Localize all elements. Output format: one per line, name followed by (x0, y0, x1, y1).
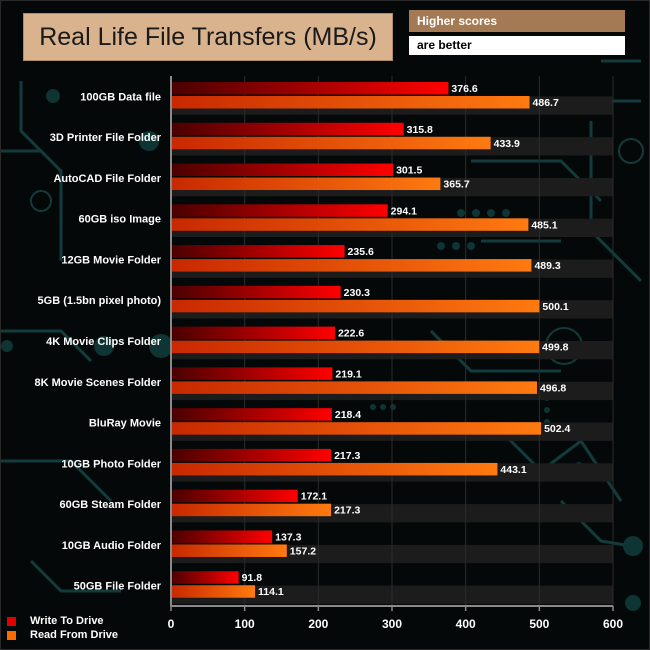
legend-label-read: Read From Drive (30, 629, 119, 641)
chart-title: Real Life File Transfers (MB/s) (23, 13, 393, 61)
legend-swatch-read (7, 630, 16, 640)
value-label-read: 499.8 (542, 342, 568, 354)
bar-read (171, 544, 287, 557)
category-label: 10GB Photo Folder (61, 458, 161, 470)
bar-write (171, 204, 388, 217)
bar-write (171, 122, 404, 136)
note-are-better: are better (409, 36, 625, 55)
legend-item-write: Write To Drive (7, 614, 118, 628)
value-label-write: 172.1 (301, 491, 327, 503)
bar-read (171, 503, 332, 517)
category-label: 3D Printer File Folder (50, 132, 162, 144)
bar-write (171, 571, 239, 584)
value-label-write: 301.5 (396, 165, 422, 177)
bar-write (171, 367, 333, 380)
value-label-read: 217.3 (334, 505, 360, 517)
value-label-read: 485.1 (531, 219, 557, 231)
value-label-read: 443.1 (500, 464, 526, 476)
category-label: 60GB iso Image (78, 214, 161, 226)
category-label: 50GB File Folder (74, 581, 162, 593)
x-tick-label: 600 (603, 617, 623, 631)
bar-write (171, 245, 345, 258)
value-label-write: 230.3 (344, 287, 370, 299)
value-label-write: 217.3 (334, 450, 360, 462)
bar-write (171, 408, 332, 421)
value-label-read: 157.2 (290, 545, 316, 557)
value-label-read: 114.1 (258, 586, 284, 598)
bar-read (171, 136, 491, 150)
bar-read (171, 299, 540, 313)
category-label: 60GB Steam Folder (60, 499, 162, 511)
bar-write (171, 285, 341, 299)
legend-item-read: Read From Drive (7, 628, 118, 642)
bar-read (171, 177, 441, 191)
x-tick-label: 0 (168, 617, 175, 631)
bar-write (171, 530, 273, 543)
bar-write (171, 82, 449, 95)
bar-write (171, 448, 332, 462)
bar-write (171, 489, 298, 503)
value-label-write: 219.1 (335, 368, 361, 380)
category-label: 10GB Audio Folder (62, 540, 162, 552)
category-label: BluRay Movie (89, 418, 161, 430)
bar-read (171, 340, 540, 354)
bar-read (171, 381, 537, 394)
bar-read (171, 218, 529, 231)
value-label-write: 294.1 (391, 205, 417, 217)
bar-read (171, 96, 530, 109)
category-label: 5GB (1.5bn pixel photo) (38, 295, 162, 307)
x-tick-label: 100 (235, 617, 255, 631)
category-label: AutoCAD File Folder (53, 173, 161, 185)
category-label: 8K Movie Scenes Folder (34, 377, 161, 389)
value-label-write: 235.6 (348, 246, 374, 258)
bar-write (171, 326, 335, 340)
bar-read (171, 585, 256, 598)
x-tick-label: 400 (456, 617, 476, 631)
x-tick-label: 300 (382, 617, 402, 631)
x-tick-label: 500 (529, 617, 549, 631)
category-label: 4K Movie Clips Folder (46, 336, 162, 348)
value-label-write: 376.6 (451, 83, 477, 95)
bar-read (171, 462, 498, 476)
x-tick-label: 200 (308, 617, 328, 631)
bar-write (171, 163, 394, 177)
legend-swatch-write (7, 616, 16, 626)
value-label-write: 218.4 (335, 409, 361, 421)
value-label-write: 315.8 (407, 124, 433, 136)
value-label-write: 137.3 (275, 531, 301, 543)
legend: Write To Drive Read From Drive (7, 614, 118, 642)
category-label: 12GB Movie Folder (61, 254, 161, 266)
bar-read (171, 259, 532, 272)
value-label-read: 489.3 (534, 260, 560, 272)
bar-read (171, 422, 542, 435)
value-label-read: 502.4 (544, 423, 570, 435)
value-label-write: 222.6 (338, 328, 364, 340)
value-label-write: 91.8 (242, 572, 263, 584)
legend-label-write: Write To Drive (30, 615, 104, 627)
value-label-read: 500.1 (542, 301, 568, 313)
value-label-read: 496.8 (540, 382, 566, 394)
chart-title-text: Real Life File Transfers (MB/s) (39, 22, 377, 51)
value-label-read: 433.9 (494, 138, 520, 150)
value-label-read: 486.7 (533, 97, 559, 109)
value-label-read: 365.7 (443, 179, 469, 191)
category-label: 100GB Data file (80, 91, 161, 103)
note-higher-scores: Higher scores (409, 10, 625, 32)
